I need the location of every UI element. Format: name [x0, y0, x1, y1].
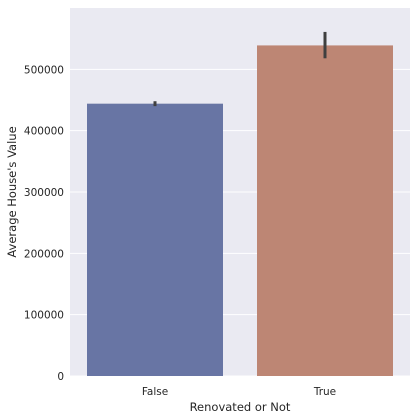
y-tick-label: 200000 [24, 248, 64, 260]
y-tick-label: 500000 [24, 64, 64, 76]
bars [87, 45, 393, 377]
y-tick-label: 300000 [24, 187, 64, 199]
y-tick-label: 400000 [24, 126, 64, 138]
y-tick-labels: 0 100000 200000 300000 400000 500000 [24, 64, 64, 383]
bar-false [87, 103, 223, 377]
y-tick-label: 100000 [24, 310, 64, 322]
bar-true [257, 45, 393, 377]
y-tick-label: 0 [57, 371, 64, 383]
y-axis-label: Average House's Value [5, 126, 19, 257]
x-axis-label: Renovated or Not [190, 400, 291, 414]
x-tick-labels: False True [142, 386, 336, 398]
error-bars [153, 31, 327, 107]
x-tick-label: False [142, 386, 168, 398]
x-tick-label: True [313, 386, 336, 398]
